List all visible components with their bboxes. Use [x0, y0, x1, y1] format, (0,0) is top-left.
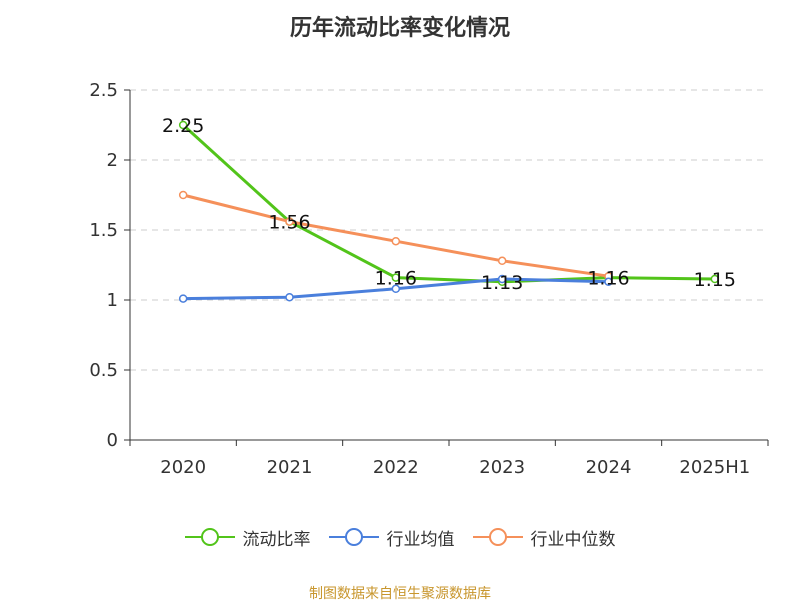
chart-title: 历年流动比率变化情况 — [289, 16, 510, 41]
series-line — [182, 123, 715, 284]
legend-label: 行业均值 — [386, 529, 455, 550]
x-tick-label: 2024 — [586, 457, 632, 478]
data-point — [497, 256, 507, 266]
y-tick-label: 2.5 — [89, 80, 118, 101]
y-tick-label: 2 — [107, 150, 118, 171]
y-tick-label: 0 — [107, 430, 118, 451]
y-tick-label: 1 — [107, 290, 118, 311]
x-tick-label: 2020 — [160, 457, 206, 478]
data-point — [604, 277, 613, 287]
data-label: 1.16 — [375, 268, 417, 290]
data-point — [391, 284, 401, 294]
data-point — [178, 120, 188, 130]
data-label: 1.15 — [694, 269, 736, 291]
data-label: 2.25 — [162, 115, 204, 137]
data-point — [285, 292, 294, 302]
legend-swatch-orange — [472, 528, 523, 546]
data-point — [285, 217, 294, 226]
data-point — [497, 274, 507, 284]
series-line — [182, 193, 609, 278]
data-point — [178, 294, 188, 303]
legend-item-current-ratio[interactable]: 流动比率 — [184, 525, 311, 550]
y-tick-label: 0.5 — [89, 360, 118, 381]
legend-label: 行业中位数 — [530, 529, 616, 550]
legend-swatch-green — [184, 528, 235, 546]
x-tick-label: 2023 — [479, 457, 525, 478]
legend-swatch-blue — [328, 528, 379, 546]
data-point — [391, 273, 401, 282]
data-label: 1.13 — [481, 272, 523, 294]
data-label: 1.56 — [268, 212, 310, 234]
data-point — [710, 274, 720, 284]
legend-item-industry-median[interactable]: 行业中位数 — [472, 525, 616, 550]
data-label: 1.16 — [587, 268, 629, 290]
legend: 流动比率 行业均值 行业中位数 — [0, 522, 800, 552]
x-tick-label: 2022 — [373, 457, 419, 478]
legend-label: 流动比率 — [242, 529, 311, 550]
legend-item-industry-mean[interactable]: 行业均值 — [328, 525, 455, 550]
y-tick-label: 1.5 — [89, 220, 118, 241]
x-tick-label: 2021 — [267, 457, 313, 478]
x-tick-label: 2025H1 — [679, 457, 750, 478]
data-point — [178, 190, 188, 200]
data-source-note: 制图数据来自恒生聚源数据库 — [309, 586, 491, 602]
data-point — [391, 236, 401, 246]
